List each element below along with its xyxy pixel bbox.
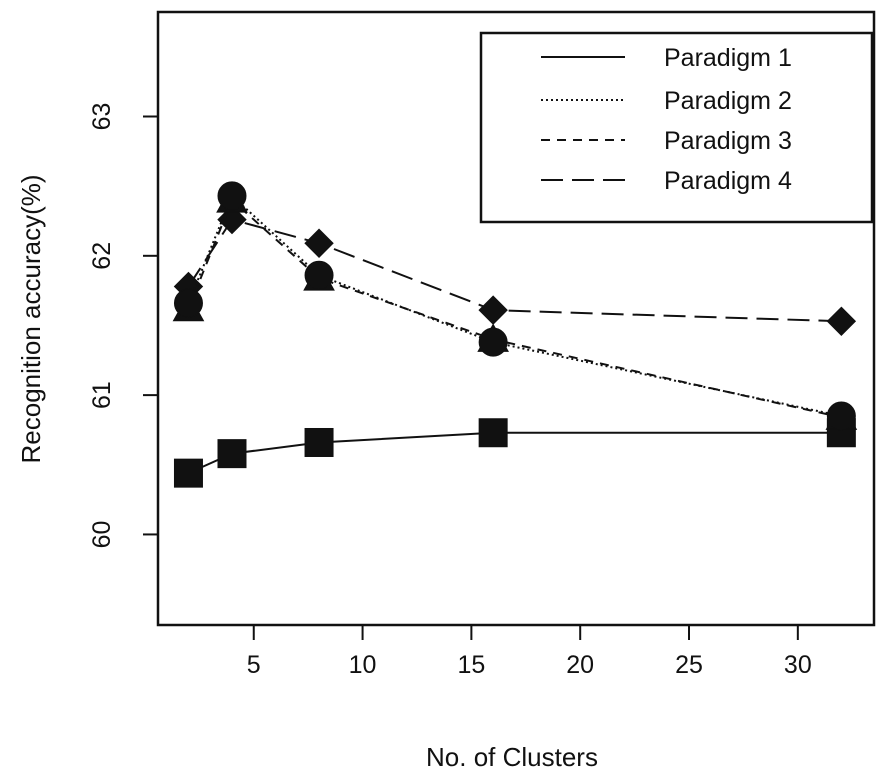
x-tick-label: 20 — [566, 651, 594, 679]
x-tick-label: 30 — [784, 651, 812, 679]
legend: Paradigm 1 Paradigm 2 Paradigm 3 Paradigm 4 — [479, 31, 874, 224]
legend-box — [479, 31, 874, 224]
square-marker — [217, 439, 247, 469]
y-tick-label: 63 — [88, 103, 116, 131]
series-1 — [173, 418, 856, 488]
circle-marker — [173, 288, 203, 318]
y-axis-label: Recognition accuracy(%) — [16, 174, 46, 463]
diamond-marker — [217, 204, 247, 235]
legend-label: Paradigm 2 — [664, 87, 792, 115]
x-tick-label: 15 — [457, 651, 485, 679]
x-tick-label: 25 — [675, 651, 703, 679]
series-layer — [172, 181, 858, 488]
circle-marker — [304, 260, 334, 290]
series-line — [187, 194, 842, 418]
legend-label: Paradigm 1 — [664, 44, 792, 72]
circle-marker — [217, 181, 247, 211]
series-line — [187, 198, 842, 419]
x-tick-label: 10 — [349, 651, 377, 679]
legend-label: Paradigm 3 — [664, 127, 792, 155]
diamond-marker — [826, 306, 857, 336]
series-line — [188, 431, 842, 475]
square-marker — [173, 458, 203, 488]
legend-label: Paradigm 4 — [664, 167, 792, 195]
circle-marker — [478, 327, 508, 357]
square-marker — [304, 427, 334, 457]
y-tick-label: 60 — [88, 521, 116, 549]
y-axis: 60 61 62 63 — [88, 103, 159, 549]
x-tick-label: 5 — [247, 651, 261, 679]
series-4 — [173, 204, 857, 336]
square-marker — [478, 418, 508, 448]
series-line — [187, 218, 842, 323]
x-axis-label: No. of Clusters — [426, 742, 598, 772]
diamond-marker — [304, 228, 334, 258]
diamond-marker — [478, 295, 508, 325]
y-tick-label: 62 — [88, 242, 116, 270]
series-2 — [173, 181, 856, 431]
circle-marker — [826, 401, 856, 431]
x-axis: 5 10 15 20 25 30 — [247, 624, 812, 679]
y-tick-label: 61 — [88, 381, 116, 409]
